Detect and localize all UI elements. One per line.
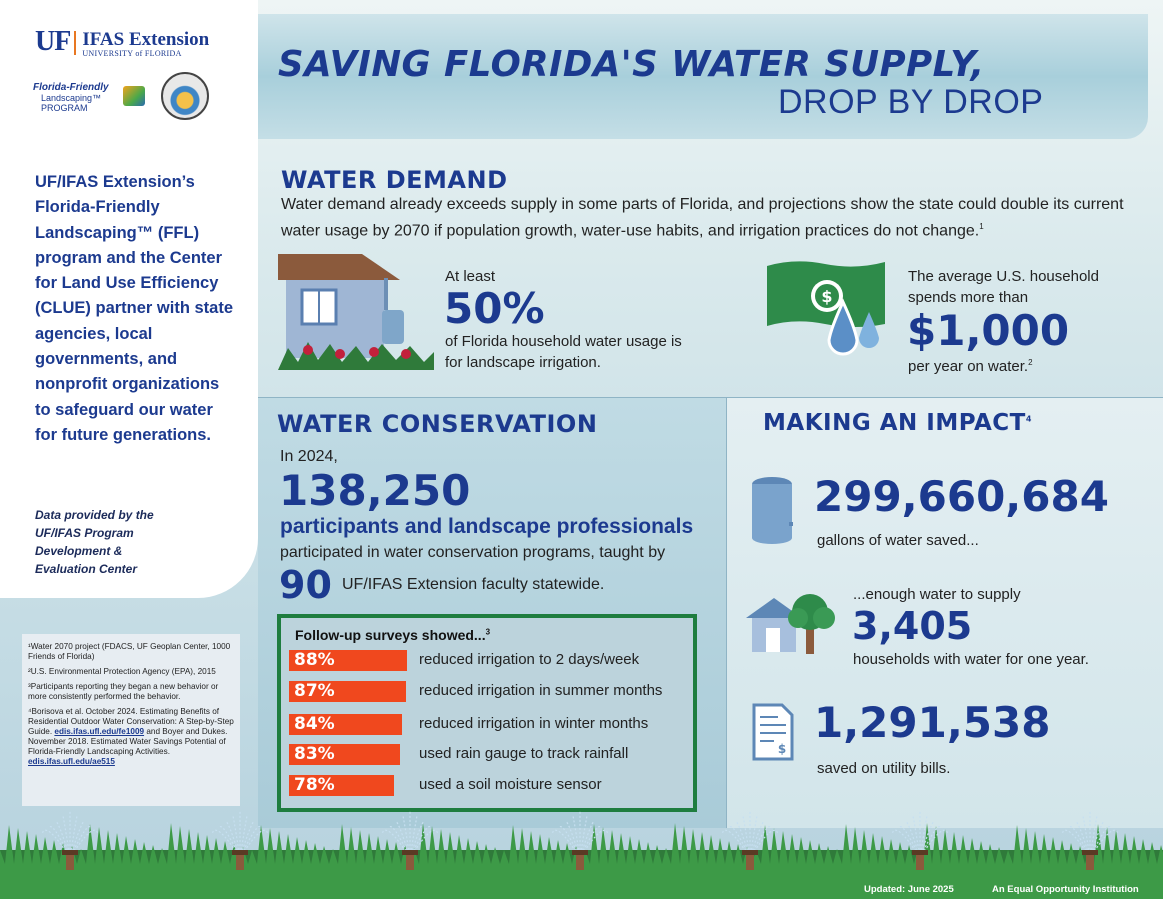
year-text: In 2024, [280, 448, 338, 465]
house-tree-icon [746, 594, 835, 654]
page-subtitle: DROP BY DROP [778, 83, 1044, 121]
survey-item-text: used rain gauge to track rainfall [419, 745, 629, 762]
sidebar-intro: UF/IFAS Extension’s Florida-Friendly Lan… [35, 173, 234, 444]
participants-number: 138,250 [279, 466, 471, 515]
households-text: households with water for one year. [853, 651, 1089, 668]
gallons-text: gallons of water saved... [817, 532, 979, 549]
sprinkler-icon [721, 810, 779, 870]
house-icon [278, 254, 434, 370]
ffl-line2: Landscaping™ PROGRAM [41, 93, 102, 113]
ffl-line1: Florida-Friendly [33, 82, 109, 93]
survey-bar: 83% [289, 744, 400, 765]
title-banner [258, 14, 1148, 139]
reference-2: ²U.S. Environmental Protection Agency (E… [28, 667, 216, 676]
svg-text:$: $ [821, 287, 832, 306]
participants-label: participants and landscape professionals [280, 515, 694, 538]
section-divider [258, 397, 1163, 398]
rain-barrel-icon [752, 477, 793, 544]
participated-text: participated in water conservation progr… [280, 544, 666, 561]
org-sub: UNIVERSITY of FLORIDA [82, 49, 182, 58]
survey-item-text: used a soil moisture sensor [419, 776, 602, 793]
sprinkler-icon [211, 810, 269, 870]
savings-text: saved on utility bills. [817, 760, 951, 777]
sprinkler-icon [41, 810, 99, 870]
stat1-big: 50% [444, 284, 545, 333]
survey-item-text: reduced irrigation to 2 days/week [419, 651, 640, 668]
survey-bar: 78% [289, 775, 394, 796]
sprinkler-icon [1061, 810, 1119, 870]
faculty-number: 90 [279, 563, 332, 607]
survey-item-text: reduced irrigation in winter months [419, 715, 649, 732]
households-number: 3,405 [852, 604, 973, 648]
faculty-text: UF/IFAS Extension faculty statewide. [342, 576, 605, 593]
stat2-big: $1,000 [907, 306, 1070, 355]
equal-opportunity: An Equal Opportunity Institution [992, 884, 1139, 895]
money-drop-icon: $ [767, 261, 885, 356]
updated-date: Updated: June 2025 [864, 884, 954, 895]
water-demand-title: WATER DEMAND [281, 166, 508, 194]
reference-3: ³Participants reporting they began a new… [28, 682, 219, 701]
column-divider [726, 398, 727, 828]
grass-border [0, 823, 1163, 899]
stat1-pre: At least [445, 268, 496, 285]
water-conservation-title: WATER CONSERVATION [277, 410, 598, 438]
page-title: SAVING FLORIDA'S WATER SUPPLY, [278, 44, 985, 85]
stat2-post: per year on water.2 [908, 358, 1033, 375]
survey-title: Follow-up surveys showed...3 [295, 627, 491, 643]
survey-item-text: reduced irrigation in summer months [419, 682, 663, 699]
references-box: ¹Water 2070 project (FDACS, UF Geoplan C… [22, 634, 240, 806]
reference-link-1[interactable]: edis.ifas.ufl.edu/fe1009 [54, 727, 145, 736]
water-demand-body: Water demand already exceeds supply in s… [281, 196, 1124, 240]
survey-bar: 84% [289, 714, 402, 735]
survey-box: Follow-up surveys showed...3 88% reduced … [277, 614, 697, 812]
stat2-pre: The average U.S. household spends more t… [908, 268, 1099, 306]
ffl-logo: Florida-Friendly Landscaping™ PROGRAM [33, 82, 145, 113]
org-name: IFAS Extension [82, 29, 210, 50]
agency-seal-icon [161, 72, 209, 120]
survey-bar: 87% [289, 681, 406, 702]
reference-link-2[interactable]: edis.ifas.ufl.edu/ae515 [28, 757, 115, 766]
sprinkler-icon [381, 810, 439, 870]
uf-ifas-logo: UF IFAS Extension UNIVERSITY of FLORIDA [35, 26, 209, 58]
sprinkler-icon [891, 810, 949, 870]
utility-bill-icon: $ [752, 703, 794, 761]
sprinkler-icon [551, 810, 609, 870]
data-provided-note: Data provided by the UF/IFAS Program Dev… [35, 508, 154, 576]
impact-title: MAKING AN IMPACT4 [763, 410, 1032, 436]
reference-1: ¹Water 2070 project (FDACS, UF Geoplan C… [28, 642, 231, 661]
stat1-post: of Florida household water usage is for … [445, 333, 682, 371]
savings-number: 1,291,538 [814, 698, 1051, 747]
survey-bar: 88% [289, 650, 407, 671]
florida-icon [123, 86, 145, 106]
uf-mark: UF [35, 26, 71, 57]
supply-pre: ...enough water to supply [853, 586, 1021, 603]
svg-text:$: $ [778, 742, 786, 756]
reference-4: ⁴Borisova et al. October 2024. Estimatin… [28, 707, 234, 766]
gallons-number: 299,660,684 [814, 472, 1109, 521]
